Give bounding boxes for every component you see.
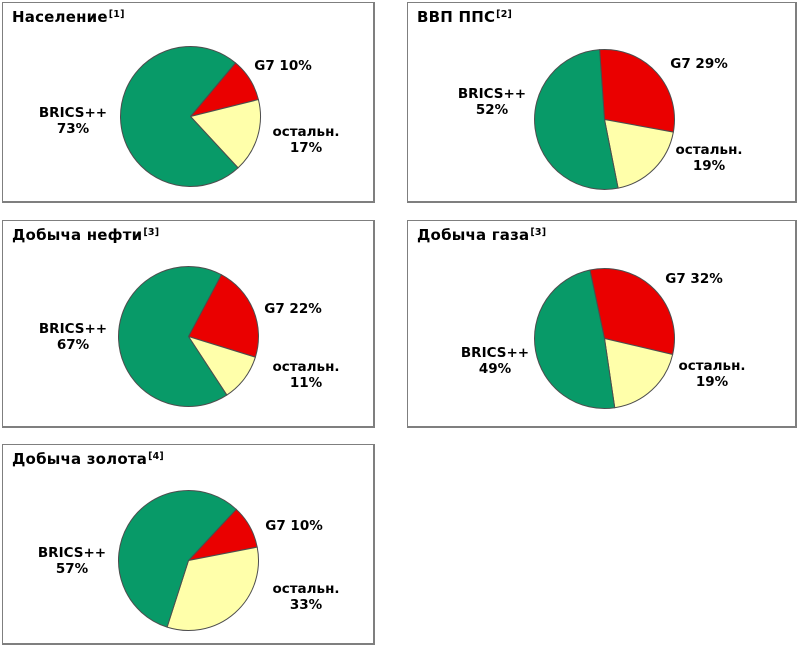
chart-panel-population: Население[1] G7 10% BRICS++ 73% остальн. 1… bbox=[2, 2, 375, 203]
pie-chart-oil-production bbox=[118, 265, 260, 407]
label-rest: остальн. 19% bbox=[678, 357, 746, 390]
label-brics: BRICS++ 52% bbox=[457, 85, 527, 118]
label-rest: остальн. 33% bbox=[272, 580, 340, 613]
label-g7: G7 10% bbox=[265, 517, 323, 534]
chart-title-text: Население bbox=[12, 8, 108, 26]
label-g7: G7 32% bbox=[665, 270, 723, 287]
chart-panel-gold-production: Добыча золота[4] G7 10% BRICS++ 57% остал… bbox=[2, 444, 375, 645]
chart-title: Добыча золота[4] bbox=[12, 450, 164, 468]
label-g7: G7 10% bbox=[254, 57, 312, 74]
pie-chart-population bbox=[120, 46, 261, 187]
footnote-ref: [3] bbox=[530, 227, 547, 238]
chart-panel-gas-production: Добыча газа[3] G7 32% BRICS++ 49% остальн… bbox=[407, 220, 797, 428]
chart-title: Население[1] bbox=[12, 8, 125, 26]
label-rest: остальн. 11% bbox=[272, 358, 340, 391]
label-brics: BRICS++ 57% bbox=[37, 544, 107, 577]
chart-title-text: ВВП ППС bbox=[417, 8, 496, 26]
chart-title: ВВП ППС[2] bbox=[417, 8, 513, 26]
chart-title: Добыча нефти[3] bbox=[12, 226, 160, 244]
label-brics: BRICS++ 73% bbox=[38, 104, 108, 137]
pie-chart-gold-production bbox=[118, 490, 259, 631]
chart-title-text: Добыча золота bbox=[12, 450, 148, 468]
label-g7: G7 22% bbox=[264, 300, 322, 317]
label-g7: G7 29% bbox=[670, 55, 728, 72]
footnote-ref: [3] bbox=[143, 227, 160, 238]
chart-panel-gdp-ppp: ВВП ППС[2] G7 29% BRICS++ 52% остальн. 19% bbox=[407, 2, 797, 203]
footnote-ref: [4] bbox=[148, 451, 164, 462]
footnote-ref: [1] bbox=[108, 9, 125, 20]
label-rest: остальн. 19% bbox=[675, 141, 743, 174]
chart-title-text: Добыча нефти bbox=[12, 226, 143, 244]
chart-title-text: Добыча газа bbox=[417, 226, 530, 244]
label-brics: BRICS++ 49% bbox=[460, 344, 530, 377]
footnote-ref: [2] bbox=[496, 9, 513, 20]
pie-chart-gas-production bbox=[534, 268, 675, 409]
chart-title: Добыча газа[3] bbox=[417, 226, 547, 244]
label-brics: BRICS++ 67% bbox=[38, 320, 108, 353]
label-rest: остальн. 17% bbox=[272, 123, 340, 156]
chart-panel-oil-production: Добыча нефти[3] G7 22% BRICS++ 67% осталь… bbox=[2, 220, 375, 428]
pie-chart-gdp-ppp bbox=[534, 49, 675, 190]
